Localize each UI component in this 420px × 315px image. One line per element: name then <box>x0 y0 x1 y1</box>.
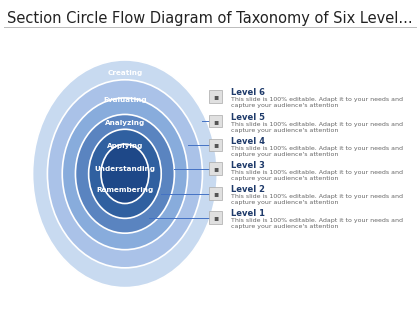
Text: Level 1: Level 1 <box>231 209 265 218</box>
Text: Analyzing: Analyzing <box>105 120 145 126</box>
FancyBboxPatch shape <box>209 187 222 200</box>
Ellipse shape <box>33 60 217 288</box>
Text: Level 4: Level 4 <box>231 137 265 146</box>
Text: Level 3: Level 3 <box>231 161 265 170</box>
Text: Level 6: Level 6 <box>231 88 265 97</box>
Text: Level 5: Level 5 <box>231 113 265 122</box>
FancyBboxPatch shape <box>209 163 222 175</box>
Text: Creating: Creating <box>107 70 142 76</box>
FancyBboxPatch shape <box>209 211 222 224</box>
Text: Applying: Applying <box>107 143 143 149</box>
Text: This slide is 100% editable. Adapt it to your needs and
capture your audience's : This slide is 100% editable. Adapt it to… <box>231 97 403 108</box>
Ellipse shape <box>89 129 161 218</box>
Text: ▪: ▪ <box>213 92 218 101</box>
Ellipse shape <box>76 114 174 233</box>
Text: ▪: ▪ <box>213 140 218 149</box>
Text: Section Circle Flow Diagram of Taxonomy of Six Level...: Section Circle Flow Diagram of Taxonomy … <box>7 11 413 26</box>
Text: Evaluating: Evaluating <box>103 97 147 103</box>
Text: ▪: ▪ <box>213 117 218 125</box>
FancyBboxPatch shape <box>209 115 222 128</box>
Text: Level 2: Level 2 <box>231 186 265 194</box>
Ellipse shape <box>47 80 202 268</box>
Text: Remembering: Remembering <box>96 187 154 193</box>
Text: ▪: ▪ <box>213 164 218 173</box>
Text: This slide is 100% editable. Adapt it to your needs and
capture your audience's : This slide is 100% editable. Adapt it to… <box>231 194 403 205</box>
Text: This slide is 100% editable. Adapt it to your needs and
capture your audience's : This slide is 100% editable. Adapt it to… <box>231 122 403 133</box>
Text: This slide is 100% editable. Adapt it to your needs and
capture your audience's : This slide is 100% editable. Adapt it to… <box>231 218 403 229</box>
Text: Understanding: Understanding <box>94 166 155 172</box>
Ellipse shape <box>62 98 188 250</box>
Text: This slide is 100% editable. Adapt it to your needs and
capture your audience's : This slide is 100% editable. Adapt it to… <box>231 146 403 157</box>
Text: This slide is 100% editable. Adapt it to your needs and
capture your audience's : This slide is 100% editable. Adapt it to… <box>231 170 403 181</box>
Text: ▪: ▪ <box>213 189 218 198</box>
Text: ▪: ▪ <box>213 213 218 222</box>
Ellipse shape <box>101 144 149 203</box>
FancyBboxPatch shape <box>209 139 222 152</box>
FancyBboxPatch shape <box>209 90 222 103</box>
